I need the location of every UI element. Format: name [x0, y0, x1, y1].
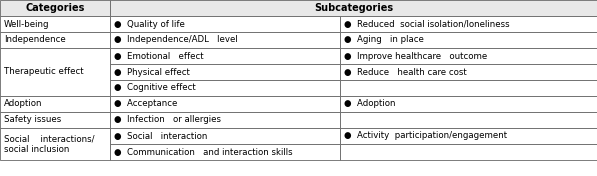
- Text: ●  Adoption: ● Adoption: [344, 99, 395, 108]
- Bar: [340, 32, 597, 48]
- Bar: [0, 96, 110, 112]
- Bar: [0, 0, 110, 16]
- Text: Therapeutic effect: Therapeutic effect: [4, 68, 84, 77]
- Bar: [0, 112, 110, 128]
- Bar: [110, 64, 340, 80]
- Bar: [110, 16, 340, 32]
- Text: ●  Infection   or allergies: ● Infection or allergies: [114, 115, 221, 124]
- Text: ●  Aging   in place: ● Aging in place: [344, 36, 424, 45]
- Text: ●  Independence/ADL   level: ● Independence/ADL level: [114, 36, 238, 45]
- Text: Categories: Categories: [26, 3, 85, 13]
- Bar: [110, 128, 340, 144]
- Bar: [110, 32, 340, 48]
- Bar: [340, 112, 597, 128]
- Bar: [110, 96, 340, 112]
- Text: ●  Acceptance: ● Acceptance: [114, 99, 177, 108]
- Bar: [340, 128, 597, 144]
- Text: ●  Activity  participation/engagement: ● Activity participation/engagement: [344, 131, 507, 140]
- Text: Independence: Independence: [4, 36, 66, 45]
- Bar: [0, 48, 110, 96]
- Text: ●  Cognitive effect: ● Cognitive effect: [114, 83, 196, 93]
- Text: Adoption: Adoption: [4, 99, 42, 108]
- Text: Safety issues: Safety issues: [4, 115, 61, 124]
- Bar: [0, 16, 110, 32]
- Text: Subcategories: Subcategories: [314, 3, 393, 13]
- Text: ●  Improve healthcare   outcome: ● Improve healthcare outcome: [344, 52, 487, 61]
- Text: Social    interactions/
social inclusion: Social interactions/ social inclusion: [4, 134, 95, 154]
- Bar: [340, 16, 597, 32]
- Bar: [0, 128, 110, 160]
- Bar: [110, 112, 340, 128]
- Text: ●  Reduced  social isolation/loneliness: ● Reduced social isolation/loneliness: [344, 20, 509, 29]
- Bar: [340, 48, 597, 64]
- Text: ●  Reduce   health care cost: ● Reduce health care cost: [344, 68, 467, 77]
- Bar: [340, 80, 597, 96]
- Bar: [110, 144, 340, 160]
- Bar: [340, 64, 597, 80]
- Bar: [110, 0, 597, 16]
- Text: ●  Emotional   effect: ● Emotional effect: [114, 52, 204, 61]
- Bar: [340, 144, 597, 160]
- Text: ●  Communication   and interaction skills: ● Communication and interaction skills: [114, 147, 293, 156]
- Text: ●  Quality of life: ● Quality of life: [114, 20, 185, 29]
- Bar: [0, 32, 110, 48]
- Text: ●  Social   interaction: ● Social interaction: [114, 131, 207, 140]
- Bar: [110, 48, 340, 64]
- Text: Well-being: Well-being: [4, 20, 50, 29]
- Bar: [110, 80, 340, 96]
- Text: ●  Physical effect: ● Physical effect: [114, 68, 190, 77]
- Bar: [340, 96, 597, 112]
